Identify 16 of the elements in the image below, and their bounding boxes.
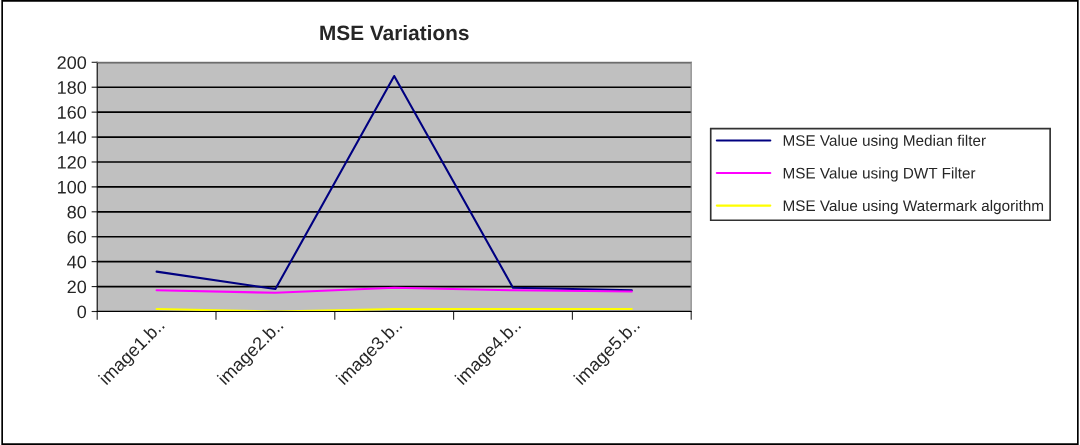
y-tick-label: 140 [58,130,87,144]
chart-title: MSE Variations [320,24,469,41]
y-tick-label: 160 [58,106,87,119]
legend-label: MSE Value using Median filter [783,134,986,149]
y-tick-label: 80 [67,205,87,219]
y-tick-label: 40 [67,255,87,269]
y-tick-label: 0 [77,305,87,319]
y-tick-label: 180 [58,81,87,94]
y-tick-label: 20 [67,280,87,294]
y-tick-label: 120 [58,155,87,169]
line-series [155,74,633,292]
legend-label: MSE Value using DWT Filter [783,167,976,182]
y-tick-label: 100 [58,180,87,194]
y-tick-label: 200 [57,56,87,70]
y-tick-label: 60 [67,230,87,244]
legend-label: MSE Value using Watermark algorithm [783,199,1044,215]
